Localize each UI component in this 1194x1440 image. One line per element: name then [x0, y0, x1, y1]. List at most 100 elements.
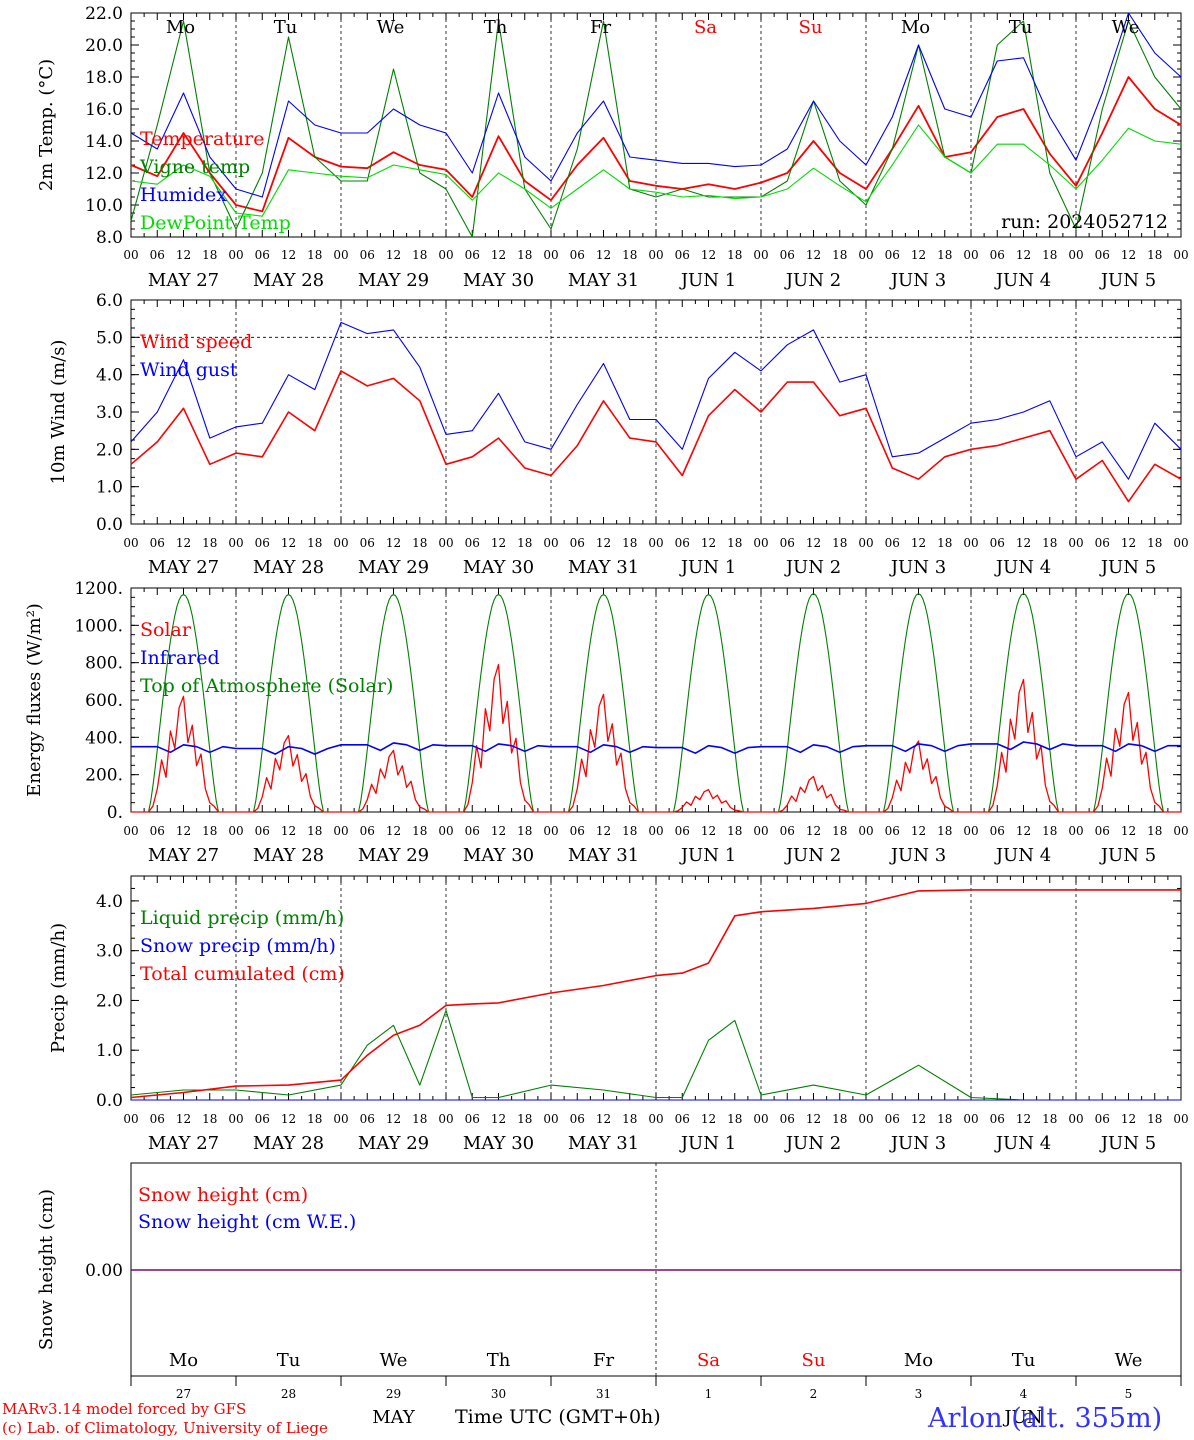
hour-label: 12 [701, 248, 716, 262]
y-tick-label: 22.0 [85, 4, 123, 24]
hour-label: 06 [990, 536, 1005, 550]
hour-label: 12 [1016, 1112, 1031, 1126]
legend-snow-height-cm-w-e-: Snow height (cm W.E.) [138, 1211, 356, 1233]
weekday-label: Fr [593, 1350, 614, 1371]
hour-label: 00 [858, 824, 873, 838]
y-tick-label: 800. [85, 654, 123, 674]
hour-label: 18 [307, 1112, 322, 1126]
hour-label: 12 [1121, 248, 1136, 262]
weekday-label: We [1112, 17, 1140, 38]
hour-label: 06 [360, 248, 375, 262]
y-tick-label: 20.0 [85, 36, 123, 56]
date-label: JUN 3 [889, 557, 946, 578]
hour-label: 06 [570, 248, 585, 262]
day-number-label: 27 [176, 1387, 191, 1401]
hour-label: 00 [1068, 248, 1083, 262]
date-label: MAY 30 [463, 557, 534, 578]
y-tick-label: 3.0 [96, 403, 123, 423]
hour-label: 00 [963, 1112, 978, 1126]
y-axis-label: Snow height (cm) [36, 1189, 57, 1350]
date-label: JUN 5 [1099, 1133, 1156, 1154]
day-number-label: 29 [386, 1387, 401, 1401]
hour-label: 00 [1173, 1112, 1188, 1126]
hour-label: 12 [281, 1112, 296, 1126]
hour-label: 18 [937, 536, 952, 550]
hour-label: 18 [727, 536, 742, 550]
hour-label: 12 [1016, 536, 1031, 550]
series-solar [131, 663, 1181, 813]
hour-label: 06 [465, 536, 480, 550]
date-label: JUN 5 [1099, 270, 1156, 291]
hour-label: 18 [202, 248, 217, 262]
date-label: MAY 27 [148, 557, 219, 578]
hour-label: 06 [150, 248, 165, 262]
hour-label: 06 [675, 1112, 690, 1126]
date-label: MAY 27 [148, 270, 219, 291]
date-label: JUN 2 [784, 845, 841, 866]
hour-label: 06 [780, 824, 795, 838]
y-tick-label: 1200. [74, 579, 123, 599]
hour-label: 12 [596, 1112, 611, 1126]
hour-label: 00 [753, 536, 768, 550]
y-tick-label: 6.0 [96, 291, 123, 311]
hour-label: 18 [1042, 248, 1057, 262]
credit-line-2: (c) Lab. of Climatology, University of L… [2, 1419, 328, 1437]
hour-label: 00 [333, 248, 348, 262]
hour-label: 00 [963, 536, 978, 550]
station-label: Arlon (alt. 355m) [928, 1403, 1163, 1434]
weekday-label: Tu [277, 1350, 301, 1371]
legend-total-cumulated-cm-: Total cumulated (cm) [140, 963, 345, 985]
hour-label: 06 [150, 536, 165, 550]
hour-label: 00 [753, 1112, 768, 1126]
y-tick-label: 0.0 [96, 1091, 123, 1111]
hour-label: 00 [1068, 824, 1083, 838]
hour-label: 18 [307, 248, 322, 262]
hour-label: 00 [228, 824, 243, 838]
hour-label: 00 [963, 824, 978, 838]
hour-label: 18 [832, 824, 847, 838]
hour-label: 12 [176, 536, 191, 550]
hour-label: 18 [622, 824, 637, 838]
month-label: MAY [372, 1407, 416, 1428]
y-tick-label: 8.0 [96, 228, 123, 248]
date-label: MAY 31 [568, 1133, 639, 1154]
date-label: JUN 5 [1099, 845, 1156, 866]
hour-label: 12 [1121, 536, 1136, 550]
hour-label: 12 [281, 248, 296, 262]
hour-label: 00 [1173, 824, 1188, 838]
date-label: MAY 31 [568, 270, 639, 291]
hour-label: 06 [465, 1112, 480, 1126]
hour-label: 00 [543, 248, 558, 262]
hour-label: 12 [386, 248, 401, 262]
hour-label: 18 [1147, 1112, 1162, 1126]
series-infrared [131, 741, 1181, 755]
hour-label: 06 [570, 1112, 585, 1126]
hour-label: 12 [281, 536, 296, 550]
hour-label: 12 [1121, 824, 1136, 838]
hour-label: 12 [806, 824, 821, 838]
date-label: MAY 30 [463, 845, 534, 866]
hour-label: 00 [1173, 248, 1188, 262]
hour-label: 12 [806, 1112, 821, 1126]
weekday-label: Th [487, 1350, 511, 1371]
hour-label: 00 [123, 248, 138, 262]
weekday-label: Sa [694, 17, 717, 38]
hour-label: 18 [937, 1112, 952, 1126]
series-liquid-precip-mm-h- [130, 1009, 1181, 1101]
hour-label: 12 [596, 248, 611, 262]
hour-label: 00 [648, 536, 663, 550]
hour-label: 00 [438, 1112, 453, 1126]
hour-label: 18 [937, 824, 952, 838]
legend-vigne-temp: Vigne temp [139, 156, 250, 178]
hour-label: 00 [648, 248, 663, 262]
hour-label: 00 [543, 1112, 558, 1126]
legend-wind-gust: Wind gust [140, 359, 238, 381]
date-label: JUN 2 [784, 270, 841, 291]
hour-label: 18 [727, 824, 742, 838]
hour-label: 18 [1042, 536, 1057, 550]
y-tick-label: 200. [85, 766, 123, 786]
hour-label: 12 [491, 536, 506, 550]
hour-label: 06 [675, 536, 690, 550]
hour-label: 12 [491, 248, 506, 262]
hour-label: 00 [228, 248, 243, 262]
